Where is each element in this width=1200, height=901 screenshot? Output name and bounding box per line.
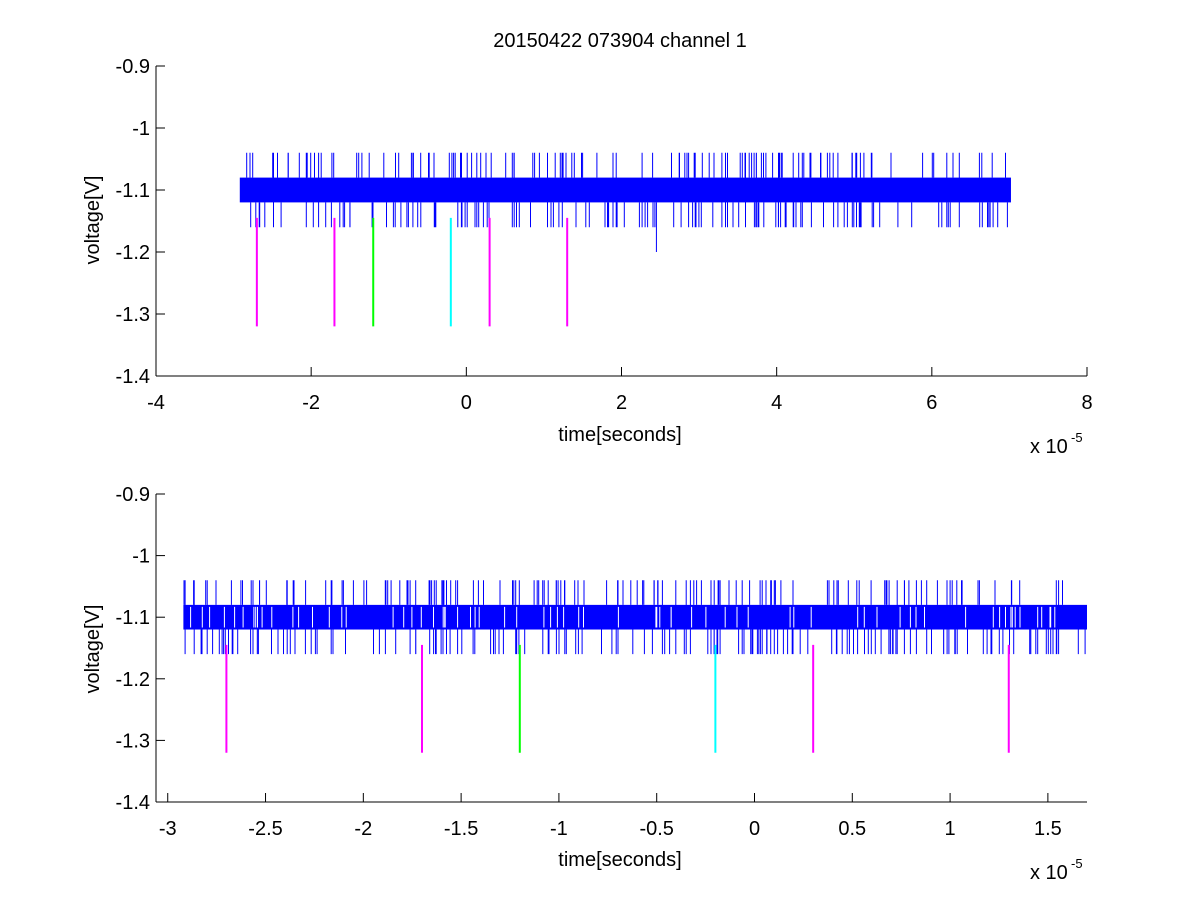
y-tick-label: -1.4 bbox=[116, 366, 150, 388]
y-tick-label: -1.3 bbox=[116, 304, 150, 326]
x-tick-label: 0 bbox=[749, 818, 760, 840]
y-tick-label: -1.1 bbox=[116, 607, 150, 629]
x-tick-label: 0.5 bbox=[838, 818, 866, 840]
plot-bottom: -3 -2.5 -2 -1.5 -1 -0.5 0 0.5 1 1.5 -0.9 -1 -1.1 -1.2… bbox=[82, 484, 1088, 884]
x-tick-label: -2 bbox=[354, 818, 372, 840]
x-tick-label: 0 bbox=[461, 392, 472, 414]
plot-top-signal bbox=[239, 152, 1011, 252]
signal-gaps bbox=[190, 606, 1056, 628]
x-tick-label: -3 bbox=[159, 818, 177, 840]
y-tick-label: -1.4 bbox=[116, 792, 150, 814]
figure-title: 20150422 073904 channel 1 bbox=[493, 30, 747, 52]
plot-top-ticks: -4 -2 0 2 4 6 8 -0.9 -1 -1.1 -1.2 -1.3 -1.4 bbox=[116, 56, 1093, 414]
plot-top-markers bbox=[255, 217, 569, 327]
plot-bottom-xlabel: time[seconds] bbox=[558, 849, 681, 871]
y-tick-label: -1.3 bbox=[116, 730, 150, 752]
y-tick-label: -1.1 bbox=[116, 180, 150, 202]
y-tick-label: -1 bbox=[132, 118, 150, 140]
x-tick-label: -0.5 bbox=[639, 818, 673, 840]
plot-top-axes bbox=[155, 66, 1087, 377]
y-tick-label: -0.9 bbox=[116, 56, 150, 78]
x-tick-label: 1 bbox=[945, 818, 956, 840]
x-tick-label: 6 bbox=[926, 392, 937, 414]
signal-spikes bbox=[246, 152, 1008, 228]
plot-top-exponent: -5 bbox=[1071, 430, 1083, 445]
plot-bottom-markers bbox=[225, 644, 1010, 753]
x-tick-label: -1 bbox=[550, 818, 568, 840]
plot-top-xlabel: time[seconds] bbox=[558, 424, 681, 446]
signal-band bbox=[239, 177, 1011, 203]
plot-bottom-axes bbox=[155, 494, 1087, 803]
plot-bottom-ticks: -3 -2.5 -2 -1.5 -1 -0.5 0 0.5 1 1.5 -0.9 -1 -1.1 -1.2… bbox=[116, 484, 1062, 840]
x-tick-label: 4 bbox=[771, 392, 782, 414]
plot-bottom-signal bbox=[183, 580, 1088, 655]
plot-top-ylabel: voltage[V] bbox=[82, 176, 104, 265]
plot-top: -4 -2 0 2 4 6 8 -0.9 -1 -1.1 -1.2 -1.3 -1.4 time[sec… bbox=[82, 56, 1093, 458]
y-tick-label: -0.9 bbox=[116, 484, 150, 506]
y-tick-label: -1 bbox=[132, 546, 150, 568]
x-tick-label: -1.5 bbox=[444, 818, 478, 840]
y-tick-label: -1.2 bbox=[116, 669, 150, 691]
plot-bottom-exponent: -5 bbox=[1071, 856, 1083, 871]
x-tick-label: -2.5 bbox=[248, 818, 282, 840]
plot-bottom-exponent-base: x 10 bbox=[1030, 862, 1068, 884]
x-tick-label: -4 bbox=[147, 392, 165, 414]
x-tick-label: 1.5 bbox=[1034, 818, 1062, 840]
plot-bottom-ylabel: voltage[V] bbox=[82, 605, 104, 694]
plot-top-exponent-base: x 10 bbox=[1030, 436, 1068, 458]
signal-spikes bbox=[183, 580, 1086, 655]
x-tick-label: 2 bbox=[616, 392, 627, 414]
x-tick-label: 8 bbox=[1081, 392, 1092, 414]
y-tick-label: -1.2 bbox=[116, 242, 150, 264]
x-tick-label: -2 bbox=[302, 392, 320, 414]
signal-band bbox=[183, 604, 1088, 630]
